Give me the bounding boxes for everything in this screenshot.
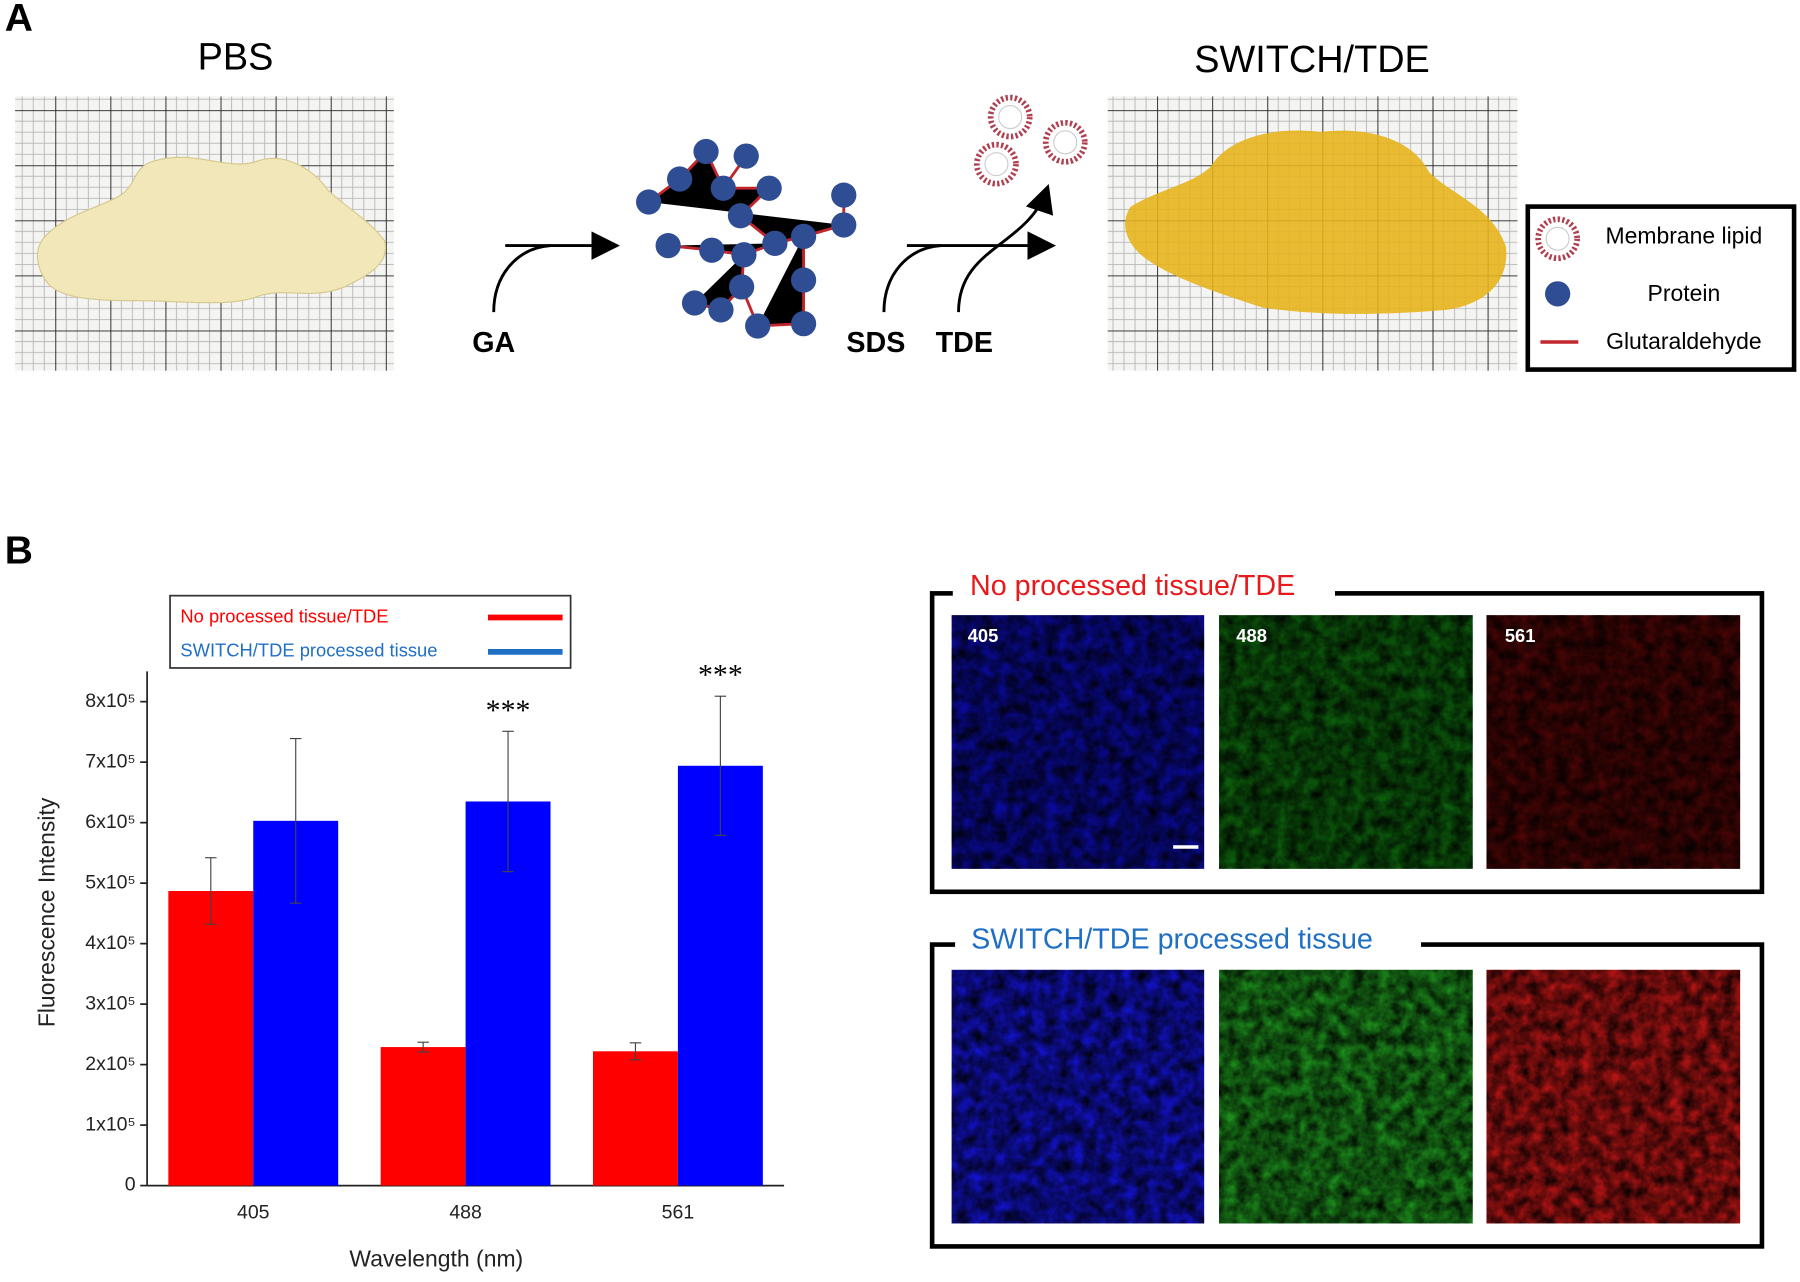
error-bar	[502, 730, 514, 873]
panel-label: A	[5, 0, 33, 40]
significance: ***	[698, 659, 743, 692]
y-tick-label: 7x10⁵	[85, 750, 135, 772]
switch-photo	[1107, 96, 1518, 371]
box-title: No processed tissue/TDE	[970, 570, 1295, 602]
reagent: SDS	[846, 327, 905, 359]
protein-network	[636, 138, 857, 339]
y-tick-label: 2x10⁵	[85, 1053, 135, 1075]
y-axis-label: Fluorescence Intensity	[33, 797, 59, 1027]
diagram-legend: Membrane lipid Protein Glutaraldehyde	[1525, 204, 1797, 372]
bar	[380, 1047, 466, 1186]
error-bar	[205, 857, 217, 925]
bar	[168, 890, 254, 1186]
channel-label: 561	[1505, 625, 1536, 646]
photo-title: PBS	[198, 37, 274, 79]
x-tick-label: 561	[662, 1201, 695, 1223]
x-tick-label: 405	[237, 1201, 270, 1223]
bar	[592, 1051, 678, 1186]
y-tick-label: 8x10⁵	[85, 690, 135, 712]
y-tick-label: 5x10⁵	[85, 871, 135, 893]
panel-label: B	[5, 530, 33, 573]
channel-label: 488	[1236, 625, 1267, 646]
photo-title: SWITCH/TDE	[1194, 39, 1430, 81]
y-tick-label: 6x10⁵	[85, 811, 135, 833]
y-tick-label: 1x10⁵	[85, 1113, 135, 1135]
arrows	[492, 183, 1057, 313]
legend-label: Protein	[1648, 280, 1721, 306]
x-tick-label: 488	[449, 1201, 482, 1223]
y-tick-label: 4x10⁵	[85, 932, 135, 954]
microscopy-box: No processed tissue/TDE 405 488 561	[929, 562, 1765, 895]
legend-label: SWITCH/TDE processed tissue	[180, 640, 437, 661]
significance: ***	[486, 694, 531, 727]
legend-label: Membrane lipid	[1605, 223, 1762, 249]
error-bar	[629, 1042, 642, 1061]
microscopy-box: SWITCH/TDE processed tissue	[929, 913, 1765, 1249]
legend-label: No processed tissue/TDE	[180, 605, 388, 626]
error-bar	[417, 1041, 429, 1053]
error-bar	[289, 737, 302, 904]
error-bar	[714, 695, 727, 836]
reagent: TDE	[936, 327, 993, 359]
box-title: SWITCH/TDE processed tissue	[971, 924, 1373, 956]
y-tick-label: 3x10⁵	[85, 992, 135, 1014]
legend-label: Glutaraldehyde	[1606, 328, 1762, 354]
channel-label: 405	[968, 625, 999, 646]
reagent: GA	[472, 327, 515, 359]
x-axis-label: Wavelength (nm)	[349, 1245, 523, 1271]
y-tick-label: 0	[125, 1174, 136, 1196]
pbs-photo	[15, 96, 394, 371]
